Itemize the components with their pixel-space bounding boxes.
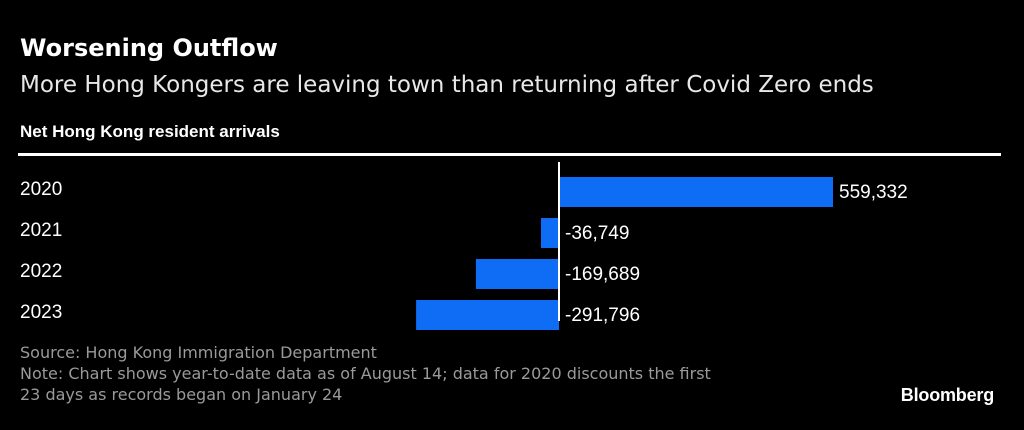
category-label-2022: 2022 xyxy=(20,261,62,282)
value-label-2023: -291,796 xyxy=(565,305,640,326)
category-label-2020: 2020 xyxy=(20,179,62,200)
footnote-line-2: 23 days as records began on January 24 xyxy=(20,385,343,404)
bar-2021 xyxy=(541,218,559,248)
source-note: Source: Hong Kong Immigration Department xyxy=(20,343,377,362)
bar-2022 xyxy=(475,259,559,289)
bar-2023 xyxy=(416,300,559,330)
chart-subtitle: More Hong Kongers are leaving town than … xyxy=(20,72,874,98)
chart-title: Worsening Outflow xyxy=(20,34,278,62)
bar-chart: 2020 559,332 2021 -36,749 2022 -169,689 2023 -2… xyxy=(20,162,908,330)
bloomberg-logo: Bloomberg xyxy=(900,385,994,405)
top-rule-divider xyxy=(18,153,1001,156)
value-label-2020: 559,332 xyxy=(839,182,908,203)
category-label-2021: 2021 xyxy=(20,220,62,241)
category-label-2023: 2023 xyxy=(20,302,62,323)
bar-2020 xyxy=(559,177,833,207)
value-label-2022: -169,689 xyxy=(565,264,640,285)
footnote-line-1: Note: Chart shows year-to-date data as o… xyxy=(20,364,711,383)
value-label-2021: -36,749 xyxy=(565,223,629,244)
chart-label: Net Hong Kong resident arrivals xyxy=(20,122,280,141)
chart-footer: Source: Hong Kong Immigration Department… xyxy=(20,342,840,405)
